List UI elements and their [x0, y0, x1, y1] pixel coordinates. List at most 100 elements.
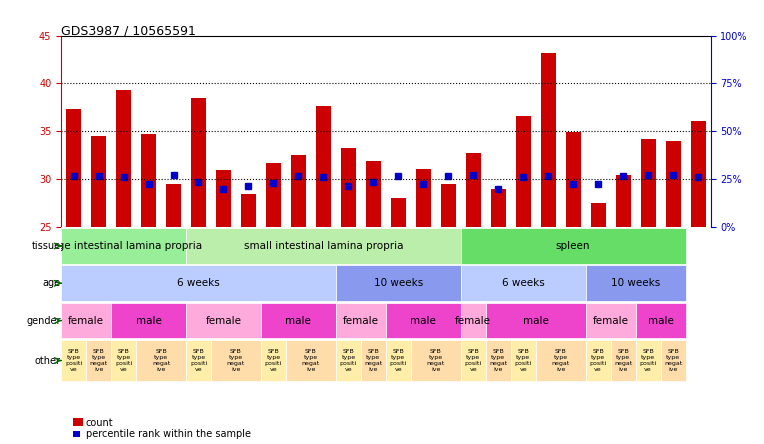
FancyBboxPatch shape	[61, 340, 86, 381]
Bar	[591, 203, 606, 227]
Bar	[116, 90, 131, 227]
FancyBboxPatch shape	[411, 340, 461, 381]
Bar	[490, 189, 506, 227]
Bar	[541, 53, 555, 227]
Text: SFB
type
negat
ive: SFB type negat ive	[426, 349, 445, 372]
Text: female: female	[455, 316, 491, 325]
Text: female: female	[68, 316, 104, 325]
Text: percentile rank within the sample: percentile rank within the sample	[86, 429, 251, 439]
FancyBboxPatch shape	[286, 340, 336, 381]
Text: male: male	[286, 316, 312, 325]
Text: female: female	[206, 316, 241, 325]
Text: SFB
type
negat
ive: SFB type negat ive	[302, 349, 320, 372]
FancyBboxPatch shape	[461, 266, 586, 301]
FancyBboxPatch shape	[636, 303, 685, 338]
FancyBboxPatch shape	[661, 340, 685, 381]
Text: SFB
type
positi
ve: SFB type positi ve	[190, 349, 207, 372]
FancyBboxPatch shape	[186, 340, 211, 381]
Text: SFB
type
positi
ve: SFB type positi ve	[390, 349, 407, 372]
Text: age: age	[43, 278, 60, 288]
FancyBboxPatch shape	[461, 340, 486, 381]
FancyBboxPatch shape	[586, 303, 636, 338]
FancyBboxPatch shape	[461, 303, 486, 338]
Text: SFB
type
negat
ive: SFB type negat ive	[664, 349, 682, 372]
Text: large intestinal lamina propria: large intestinal lamina propria	[44, 241, 202, 251]
Text: gender: gender	[26, 316, 60, 325]
Text: SFB
type
positi
ve: SFB type positi ve	[515, 349, 532, 372]
Bar	[565, 132, 581, 227]
Bar	[391, 198, 406, 227]
Text: SFB
type
positi
ve: SFB type positi ve	[639, 349, 656, 372]
Bar	[341, 148, 356, 227]
Bar	[266, 163, 281, 227]
FancyBboxPatch shape	[610, 340, 636, 381]
Text: 6 weeks: 6 weeks	[502, 278, 545, 288]
Bar	[91, 136, 106, 227]
Bar	[191, 98, 206, 227]
FancyBboxPatch shape	[61, 228, 186, 264]
Bar	[416, 169, 431, 227]
Bar	[241, 194, 256, 227]
FancyBboxPatch shape	[510, 340, 536, 381]
Bar	[616, 174, 630, 227]
FancyBboxPatch shape	[261, 340, 286, 381]
Text: SFB
type
negat
ive: SFB type negat ive	[489, 349, 507, 372]
Text: SFB
type
positi
ve: SFB type positi ve	[65, 349, 83, 372]
FancyBboxPatch shape	[536, 340, 586, 381]
Text: female: female	[343, 316, 379, 325]
Bar	[316, 107, 331, 227]
Bar	[141, 134, 156, 227]
FancyBboxPatch shape	[86, 340, 111, 381]
Bar	[640, 139, 656, 227]
Text: male: male	[135, 316, 161, 325]
Text: male: male	[523, 316, 549, 325]
Bar	[291, 155, 306, 227]
FancyBboxPatch shape	[586, 340, 610, 381]
FancyBboxPatch shape	[61, 303, 111, 338]
Text: spleen: spleen	[556, 241, 591, 251]
FancyBboxPatch shape	[261, 303, 336, 338]
Text: 6 weeks: 6 weeks	[177, 278, 220, 288]
FancyBboxPatch shape	[186, 303, 261, 338]
Text: tissue: tissue	[31, 241, 60, 251]
Text: SFB
type
positi
ve: SFB type positi ve	[465, 349, 482, 372]
FancyBboxPatch shape	[336, 266, 461, 301]
FancyBboxPatch shape	[136, 340, 186, 381]
Text: 10 weeks: 10 weeks	[374, 278, 423, 288]
Bar	[366, 161, 380, 227]
Text: SFB
type
negat
ive: SFB type negat ive	[227, 349, 245, 372]
FancyBboxPatch shape	[211, 340, 261, 381]
Text: small intestinal lamina propria: small intestinal lamina propria	[244, 241, 403, 251]
Bar	[216, 170, 231, 227]
FancyBboxPatch shape	[586, 266, 685, 301]
FancyBboxPatch shape	[336, 303, 386, 338]
Bar	[166, 184, 181, 227]
Text: male: male	[410, 316, 436, 325]
Text: female: female	[593, 316, 629, 325]
Text: SFB
type
negat
ive: SFB type negat ive	[614, 349, 633, 372]
FancyBboxPatch shape	[636, 340, 661, 381]
FancyBboxPatch shape	[61, 266, 336, 301]
Bar	[691, 121, 705, 227]
FancyBboxPatch shape	[461, 228, 685, 264]
Text: SFB
type
negat
ive: SFB type negat ive	[552, 349, 570, 372]
Text: SFB
type
negat
ive: SFB type negat ive	[152, 349, 170, 372]
Bar	[66, 109, 81, 227]
FancyBboxPatch shape	[486, 303, 586, 338]
Text: GDS3987 / 10565591: GDS3987 / 10565591	[61, 24, 196, 37]
Bar	[516, 116, 531, 227]
Text: SFB
type
positi
ve: SFB type positi ve	[115, 349, 132, 372]
FancyBboxPatch shape	[336, 340, 361, 381]
Text: male: male	[648, 316, 674, 325]
FancyBboxPatch shape	[386, 340, 411, 381]
Text: 10 weeks: 10 weeks	[611, 278, 660, 288]
Text: SFB
type
positi
ve: SFB type positi ve	[590, 349, 607, 372]
Text: SFB
type
negat
ive: SFB type negat ive	[89, 349, 108, 372]
Bar	[665, 141, 681, 227]
FancyBboxPatch shape	[111, 340, 136, 381]
Bar	[441, 184, 456, 227]
Text: SFB
type
positi
ve: SFB type positi ve	[265, 349, 282, 372]
Text: SFB
type
negat
ive: SFB type negat ive	[364, 349, 383, 372]
Text: count: count	[86, 418, 113, 428]
FancyBboxPatch shape	[486, 340, 510, 381]
